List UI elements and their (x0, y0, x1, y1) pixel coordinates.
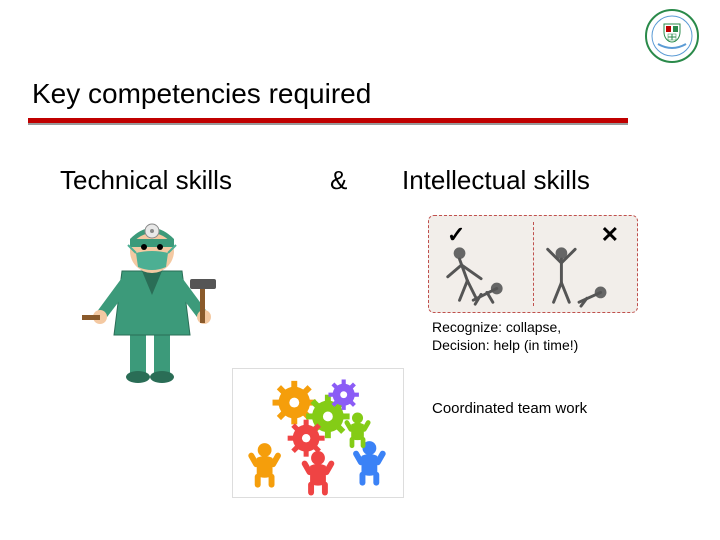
university-crest (644, 8, 700, 64)
collapse-recognition-illustration: ✓ ✕ (428, 215, 638, 313)
teamwork-caption: Coordinated team work (432, 400, 587, 417)
slide-title: Key competencies required (32, 78, 371, 110)
title-underline-gray (28, 123, 628, 125)
surgeon-illustration (82, 215, 222, 385)
heading-ampersand: & (330, 165, 347, 196)
heading-technical-skills: Technical skills (60, 165, 232, 196)
teamwork-gears-illustration (232, 368, 404, 498)
recognize-caption: Recognize: collapse, Decision: help (in … (432, 318, 578, 354)
recognize-line1: Recognize: collapse, (432, 318, 578, 336)
heading-intellectual-skills: Intellectual skills (402, 165, 590, 196)
recognize-line2: Decision: help (in time!) (432, 336, 578, 354)
